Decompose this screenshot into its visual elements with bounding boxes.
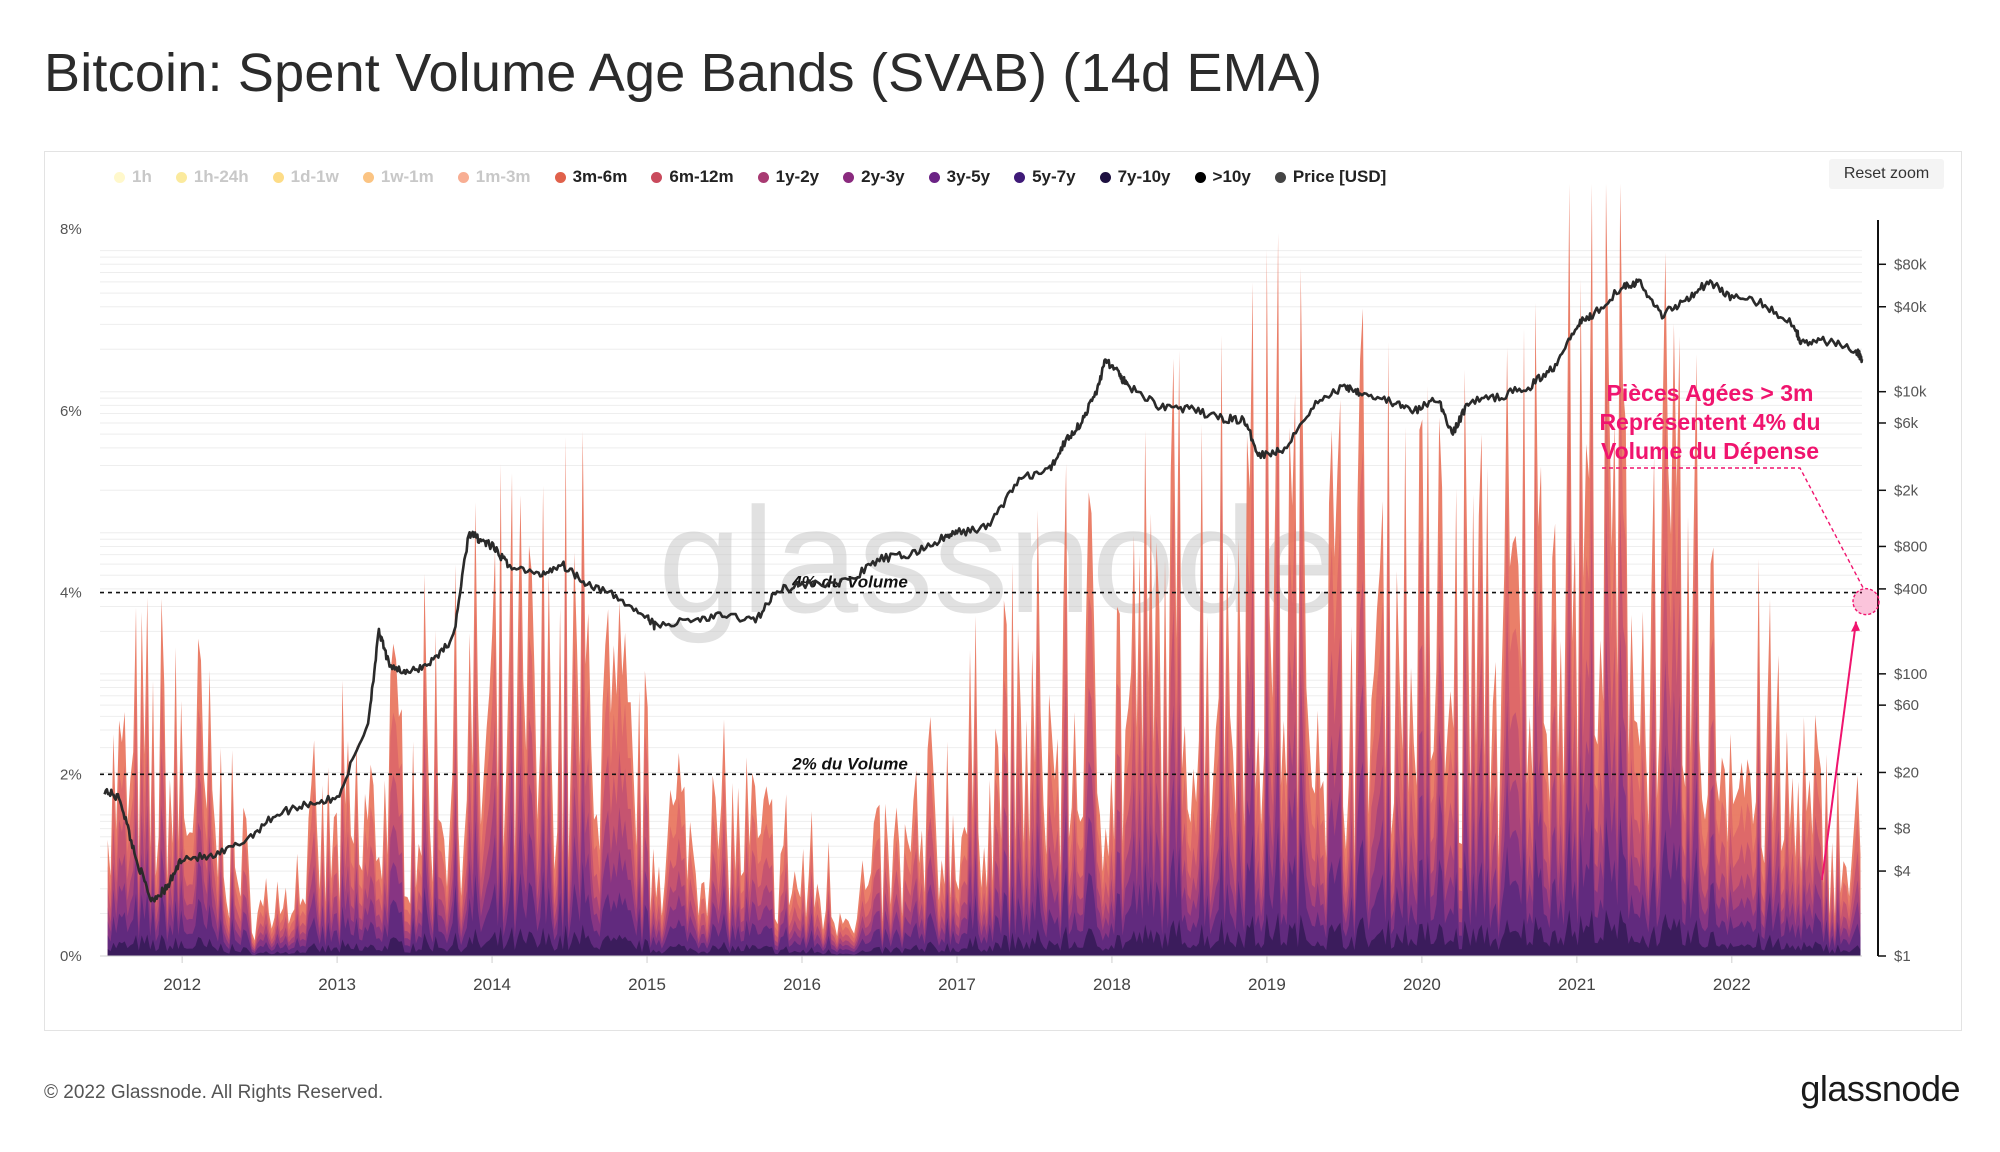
- legend-label: 1y-2y: [775, 167, 820, 186]
- right-axis-tick: $800: [1894, 538, 1927, 555]
- annotation-text-line: Représentent 4% du: [1599, 409, 1820, 435]
- legend-item[interactable]: >10y: [1194, 167, 1251, 187]
- legend-dot: [175, 171, 187, 183]
- age-band-areas: [107, 183, 1861, 957]
- x-axis-tick: 2012: [163, 975, 201, 994]
- legend-item[interactable]: 1h: [114, 167, 152, 187]
- legend-dot: [1014, 171, 1026, 183]
- reset-zoom-button[interactable]: Reset zoom: [1829, 159, 1944, 189]
- legend: 1h 1h-24h 1d-1w 1w-1m 1m-3m 3m-6m 6m-12m 1y-2y 2…: [114, 167, 1410, 187]
- right-axis-tick: $20: [1894, 764, 1919, 781]
- legend-item[interactable]: Price [USD]: [1274, 167, 1387, 187]
- chart-frame: [44, 151, 1962, 1031]
- left-axis-tick: 2%: [60, 766, 82, 783]
- legend-item[interactable]: 3m-6m: [554, 167, 628, 187]
- legend-label: 1m-3m: [475, 167, 531, 186]
- right-axis-tick: $2k: [1894, 482, 1919, 499]
- annotation-marker: [1852, 587, 1880, 616]
- right-axis-tick: $100: [1894, 666, 1927, 683]
- legend-item[interactable]: 6m-12m: [651, 167, 734, 187]
- left-axis: 0% 2% 4% 6% 8%: [60, 221, 82, 965]
- chart-title: Bitcoin: Spent Volume Age Bands (SVAB) (…: [44, 43, 1323, 103]
- legend-dot: [757, 171, 769, 183]
- x-axis-tick: 2022: [1713, 975, 1751, 994]
- legend-item[interactable]: 5y-7y: [1014, 167, 1076, 187]
- legend-label: 2y-3y: [861, 167, 905, 186]
- x-axis-tick: 2015: [628, 975, 666, 994]
- price-line: [103, 278, 1864, 903]
- legend-label: 1w-1m: [380, 167, 434, 186]
- right-axis-tick: $40k: [1894, 299, 1927, 316]
- legend-dot: [114, 171, 125, 183]
- left-axis-tick: 6%: [60, 403, 82, 420]
- legend-label: 1h-24h: [193, 167, 249, 186]
- legend-item[interactable]: 2y-3y: [843, 167, 905, 187]
- legend-dot: [928, 171, 940, 183]
- legend-label: 3m-6m: [572, 167, 628, 186]
- annotation-text-line: Volume du Dépense: [1601, 438, 1819, 464]
- price-series: [103, 278, 1864, 903]
- legend-dot: [1099, 171, 1111, 183]
- legend-dot: [362, 171, 374, 183]
- legend-item[interactable]: 1d-1w: [272, 167, 339, 187]
- legend-label: 7y-10y: [1117, 167, 1171, 186]
- legend-item[interactable]: 3y-5y: [928, 167, 991, 187]
- left-axis-tick: 8%: [60, 221, 82, 238]
- legend-dot: [457, 171, 469, 183]
- legend-item[interactable]: 7y-10y: [1099, 167, 1171, 187]
- legend-dot: [1194, 171, 1206, 183]
- legend-label: 1d-1w: [290, 167, 339, 186]
- legend-label: 1h: [132, 167, 152, 186]
- band-7y-10y: [107, 909, 1861, 956]
- legend-label: >10y: [1212, 167, 1251, 186]
- reference-line-label: 4% du Volume: [791, 573, 908, 592]
- x-axis-tick: 2014: [473, 975, 511, 994]
- x-axis-tick: 2013: [318, 975, 356, 994]
- annotation: Pièces Agées > 3m Représentent 4% du Volum…: [1599, 380, 1880, 881]
- reference-line-label: 2% du Volume: [791, 754, 908, 773]
- copyright-text: © 2022 Glassnode. All Rights Reserved.: [44, 1082, 384, 1103]
- right-axis-tick: $80k: [1894, 256, 1927, 273]
- left-axis-tick: 4%: [60, 585, 82, 602]
- annotation-arrowhead: [1851, 621, 1860, 632]
- legend-label: 5y-7y: [1032, 167, 1076, 186]
- right-axis-tick: $10k: [1894, 384, 1927, 401]
- legend-dot: [1274, 171, 1286, 183]
- legend-item[interactable]: 1w-1m: [362, 167, 434, 187]
- x-axis: 2012 2013 2014 2015 2016 2017 2018 2019 2020 2021…: [100, 955, 1862, 994]
- reference-lines: 4% du Volume 2% du Volume: [100, 573, 1862, 776]
- legend-label: 3y-5y: [946, 167, 991, 186]
- right-axis-tick: $4: [1894, 863, 1911, 880]
- annotation-leader: [1602, 467, 1864, 588]
- legend-dot: [272, 171, 284, 183]
- legend-item[interactable]: 1y-2y: [757, 167, 820, 187]
- legend-dot: [554, 171, 566, 183]
- legend-dot: [651, 171, 663, 183]
- x-axis-tick: 2016: [783, 975, 821, 994]
- x-axis-tick: 2017: [938, 975, 976, 994]
- legend-item[interactable]: 1m-3m: [457, 167, 531, 187]
- annotation-text-line: Pièces Agées > 3m: [1607, 380, 1814, 406]
- glassnode-logo: glassnode: [1800, 1068, 1960, 1109]
- left-axis-tick: 0%: [60, 948, 82, 965]
- legend-dot: [843, 171, 855, 183]
- x-axis-tick: 2021: [1558, 975, 1596, 994]
- right-axis-tick: $1: [1894, 948, 1911, 965]
- band-5y-7y: [107, 817, 1861, 956]
- right-axis-tick: $8: [1894, 821, 1911, 838]
- legend-label: 6m-12m: [669, 167, 734, 186]
- right-axis-tick: $400: [1894, 581, 1927, 598]
- legend-label: Price [USD]: [1292, 167, 1387, 186]
- annotation-arrow: [1821, 621, 1857, 881]
- right-axis: $1 $4 $8 $20 $60 $100 $400 $800 $2k $6k $10k $40k $8…: [1877, 220, 1927, 965]
- right-axis-tick: $6k: [1894, 415, 1919, 432]
- x-axis-tick: 2018: [1093, 975, 1131, 994]
- x-axis-tick: 2020: [1403, 975, 1441, 994]
- legend-item[interactable]: 1h-24h: [175, 167, 249, 187]
- right-axis-tick: $60: [1894, 697, 1919, 714]
- x-axis-tick: 2019: [1248, 975, 1286, 994]
